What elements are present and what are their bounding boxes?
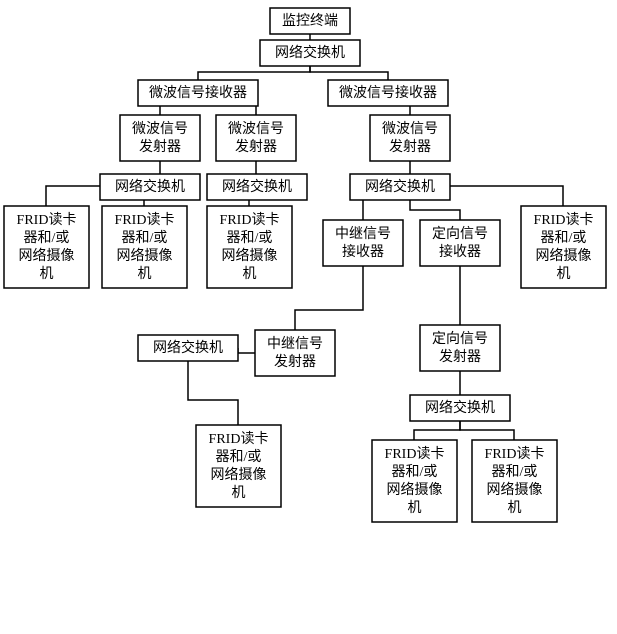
node-label: 机 <box>557 266 571 282</box>
flowchart-node: 网络交换机 <box>260 40 360 66</box>
flowchart-node: FRID读卡器和/或网络摄像机 <box>472 440 557 522</box>
flowchart-node: 监控终端 <box>270 8 350 34</box>
node-label: 发射器 <box>274 354 316 370</box>
flowchart-node: FRID读卡器和/或网络摄像机 <box>4 206 89 288</box>
node-label: 网络交换机 <box>365 178 435 195</box>
flowchart-node: 网络交换机 <box>350 174 450 200</box>
node-label: FRID读卡 <box>115 211 175 228</box>
node-label: 网络交换机 <box>275 44 345 61</box>
node-label: 器和/或 <box>122 230 168 246</box>
node-label: 中继信号 <box>267 336 323 352</box>
node-label: 发射器 <box>139 139 181 155</box>
node-label: FRID读卡 <box>534 211 594 228</box>
node-label: 机 <box>40 266 54 282</box>
node-label: 定向信号 <box>432 331 488 347</box>
node-label: 发射器 <box>389 139 431 155</box>
node-label: 定向信号 <box>432 226 488 242</box>
node-label: FRID读卡 <box>209 430 269 447</box>
node-label: 机 <box>243 266 257 282</box>
flowchart-node: 网络交换机 <box>207 174 307 200</box>
node-label: 微波信号接收器 <box>149 84 247 101</box>
node-label: 网络摄像 <box>387 482 443 498</box>
flowchart-node: FRID读卡器和/或网络摄像机 <box>207 206 292 288</box>
node-label: 中继信号 <box>335 226 391 242</box>
node-label: 微波信号 <box>228 121 284 137</box>
node-label: 网络摄像 <box>211 467 267 483</box>
node-label: 器和/或 <box>492 464 538 480</box>
flowchart-node: 网络交换机 <box>100 174 200 200</box>
node-label: 机 <box>232 485 246 501</box>
node-label: 发射器 <box>439 349 481 365</box>
diagram-background <box>0 0 617 634</box>
node-label: FRID读卡 <box>485 445 545 462</box>
flowchart-node: 微波信号发射器 <box>370 115 450 161</box>
flowchart-node: 网络交换机 <box>410 395 510 421</box>
node-label: 机 <box>408 500 422 516</box>
flowchart-node: 定向信号接收器 <box>420 220 500 266</box>
node-label: 接收器 <box>342 243 384 260</box>
flowchart-node: 微波信号接收器 <box>328 80 448 106</box>
node-label: FRID读卡 <box>220 211 280 228</box>
node-label: 网络摄像 <box>117 248 173 264</box>
node-label: 器和/或 <box>541 230 587 246</box>
flowchart-node: FRID读卡器和/或网络摄像机 <box>521 206 606 288</box>
node-label: 网络交换机 <box>153 339 223 356</box>
node-label: 机 <box>508 500 522 516</box>
flowchart-diagram: 监控终端网络交换机微波信号接收器微波信号接收器微波信号发射器微波信号发射器微波信… <box>0 0 617 634</box>
flowchart-node: FRID读卡器和/或网络摄像机 <box>102 206 187 288</box>
node-label: FRID读卡 <box>17 211 77 228</box>
node-label: 机 <box>138 266 152 282</box>
node-label: 微波信号 <box>382 121 438 137</box>
node-label: 网络摄像 <box>222 248 278 264</box>
node-label: 微波信号接收器 <box>339 84 437 101</box>
node-label: 网络摄像 <box>536 248 592 264</box>
flowchart-node: 微波信号发射器 <box>120 115 200 161</box>
node-label: 接收器 <box>439 243 481 260</box>
node-label: 微波信号 <box>132 121 188 137</box>
flowchart-node: FRID读卡器和/或网络摄像机 <box>196 425 281 507</box>
node-label: 器和/或 <box>227 230 273 246</box>
node-label: 器和/或 <box>24 230 70 246</box>
flowchart-node: 网络交换机 <box>138 335 238 361</box>
node-label: 网络摄像 <box>19 248 75 264</box>
node-label: 网络交换机 <box>425 399 495 416</box>
node-label: 网络摄像 <box>487 482 543 498</box>
node-label: 器和/或 <box>392 464 438 480</box>
flowchart-node: 微波信号接收器 <box>138 80 258 106</box>
node-label: FRID读卡 <box>385 445 445 462</box>
flowchart-node: 微波信号发射器 <box>216 115 296 161</box>
node-label: 监控终端 <box>282 13 338 29</box>
flowchart-node: FRID读卡器和/或网络摄像机 <box>372 440 457 522</box>
node-label: 发射器 <box>235 139 277 155</box>
flowchart-node: 中继信号接收器 <box>323 220 403 266</box>
node-label: 网络交换机 <box>115 178 185 195</box>
node-label: 网络交换机 <box>222 178 292 195</box>
node-label: 器和/或 <box>216 449 262 465</box>
flowchart-node: 定向信号发射器 <box>420 325 500 371</box>
flowchart-node: 中继信号发射器 <box>255 330 335 376</box>
